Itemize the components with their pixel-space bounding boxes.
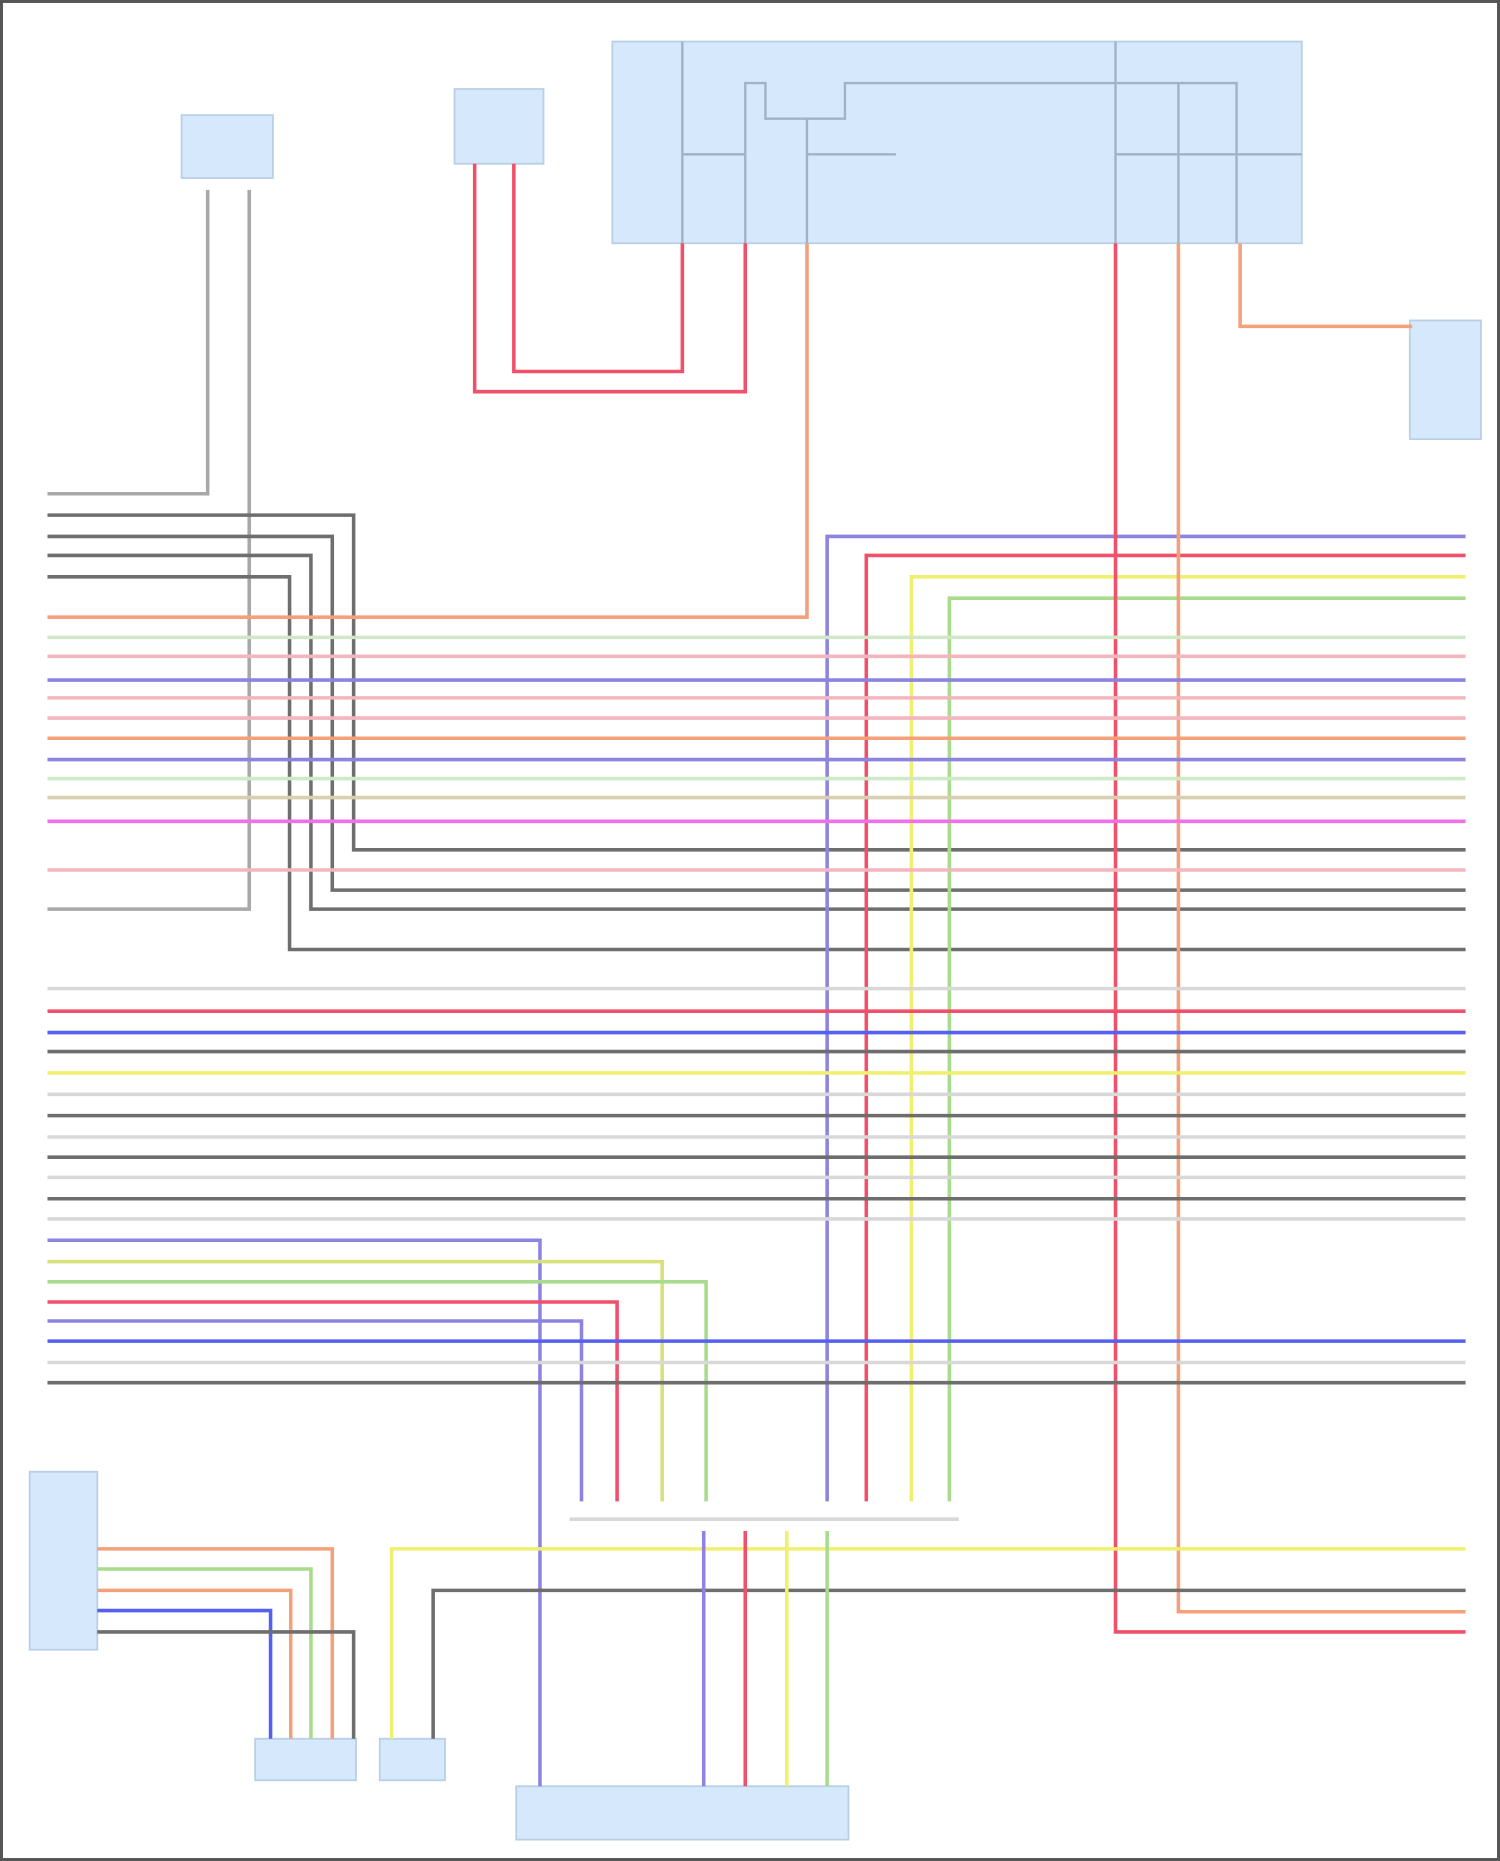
wire-green bbox=[47, 1280, 708, 1502]
left-module bbox=[28, 1470, 99, 1651]
wire-orange bbox=[97, 1588, 293, 1739]
right-sensor-box bbox=[1408, 319, 1482, 441]
wire-orange bbox=[97, 1547, 335, 1739]
connector-left bbox=[254, 1737, 357, 1782]
wire-green bbox=[97, 1567, 313, 1739]
wire-purple bbox=[47, 1238, 542, 1787]
wire-orange bbox=[47, 243, 809, 619]
wire-red bbox=[47, 1300, 619, 1502]
wire-dark bbox=[431, 1588, 1466, 1739]
connector-right bbox=[378, 1737, 446, 1782]
wire-purple bbox=[825, 534, 1466, 1502]
wire-gray bbox=[47, 189, 251, 911]
wire-gray bbox=[47, 189, 210, 496]
wire-dark bbox=[97, 1630, 356, 1739]
wire-red bbox=[1113, 243, 1466, 1634]
left-sensor-box bbox=[180, 114, 274, 179]
wire-dark bbox=[47, 534, 1466, 892]
wire-orange bbox=[1238, 243, 1413, 329]
wire-purple bbox=[47, 1319, 584, 1502]
wire-orange bbox=[1176, 243, 1466, 1614]
wire-dark bbox=[47, 575, 1466, 952]
main-control-module bbox=[611, 40, 1303, 245]
wire-dark bbox=[47, 513, 1466, 852]
wire-blue bbox=[97, 1608, 273, 1739]
wires bbox=[47, 163, 1466, 1787]
wire-yellow bbox=[909, 575, 1466, 1502]
bottom-module bbox=[515, 1785, 850, 1841]
wire-dark bbox=[47, 553, 1466, 911]
wire-yellowgreen bbox=[47, 1259, 664, 1502]
switch-box bbox=[453, 88, 545, 165]
wire-yellow bbox=[389, 1547, 1466, 1739]
wire-red bbox=[472, 163, 748, 394]
wire-red bbox=[512, 163, 685, 374]
wire-red bbox=[864, 553, 1466, 1502]
module-internal-circuit bbox=[681, 41, 1302, 244]
